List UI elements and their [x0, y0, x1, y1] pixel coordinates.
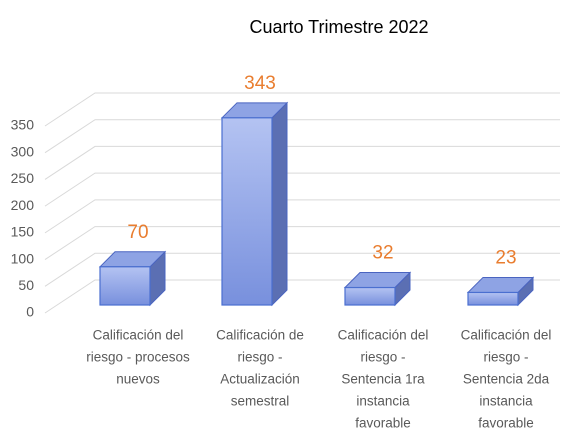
grid-line — [44, 226, 560, 260]
x-tick-label: Calificación del — [93, 328, 184, 343]
bar-front — [467, 291, 519, 306]
bar-side — [271, 101, 288, 307]
x-tick-label: instancia — [356, 394, 410, 409]
x-tick-label: favorable — [478, 416, 534, 431]
y-tick-label: 100 — [11, 250, 35, 266]
bar — [343, 271, 412, 307]
chart-title: Cuarto Trimestre 2022 — [249, 17, 428, 37]
grid-line — [44, 92, 560, 127]
grid-line — [44, 119, 560, 154]
x-tick-label: instancia — [479, 394, 533, 409]
x-tick-label: Sentencia 2da — [463, 372, 550, 387]
bar-front — [99, 266, 151, 306]
x-tick-label: riesgo - — [483, 350, 528, 365]
y-tick-label: 350 — [11, 117, 35, 133]
grid-line — [44, 172, 560, 207]
x-tick-label: riesgo - — [360, 350, 405, 365]
value-label: 23 — [495, 247, 516, 268]
x-tick-label: Calificación del — [338, 328, 429, 343]
value-label: 343 — [244, 73, 276, 94]
grid-line — [44, 252, 560, 287]
y-tick-label: 150 — [11, 224, 35, 240]
bar — [466, 276, 535, 307]
y-tick-label: 0 — [26, 304, 34, 320]
x-tick-label: Sentencia 1ra — [341, 372, 425, 387]
value-label: 70 — [127, 222, 148, 243]
value-label: 32 — [372, 243, 393, 264]
bar-front — [344, 286, 396, 306]
y-tick-label: 300 — [11, 143, 35, 159]
bar-front — [221, 117, 273, 306]
y-tick-label: 200 — [11, 197, 35, 213]
bar — [220, 101, 289, 307]
x-tick-label: Calificación de — [216, 328, 304, 343]
y-tick-label: 50 — [18, 277, 34, 293]
x-tick-label: Actualización — [220, 372, 300, 387]
x-tick-label: semestral — [231, 394, 290, 409]
x-tick-label: riesgo - — [237, 350, 282, 365]
y-tick-label: 250 — [11, 170, 35, 186]
grid-line — [44, 199, 560, 234]
bar — [98, 250, 167, 307]
grid-line — [44, 145, 560, 180]
x-tick-label: nuevos — [116, 372, 160, 387]
x-tick-label: favorable — [355, 416, 411, 431]
x-tick-label: riesgo - procesos — [86, 350, 190, 365]
x-tick-label: Calificación del — [461, 328, 552, 343]
